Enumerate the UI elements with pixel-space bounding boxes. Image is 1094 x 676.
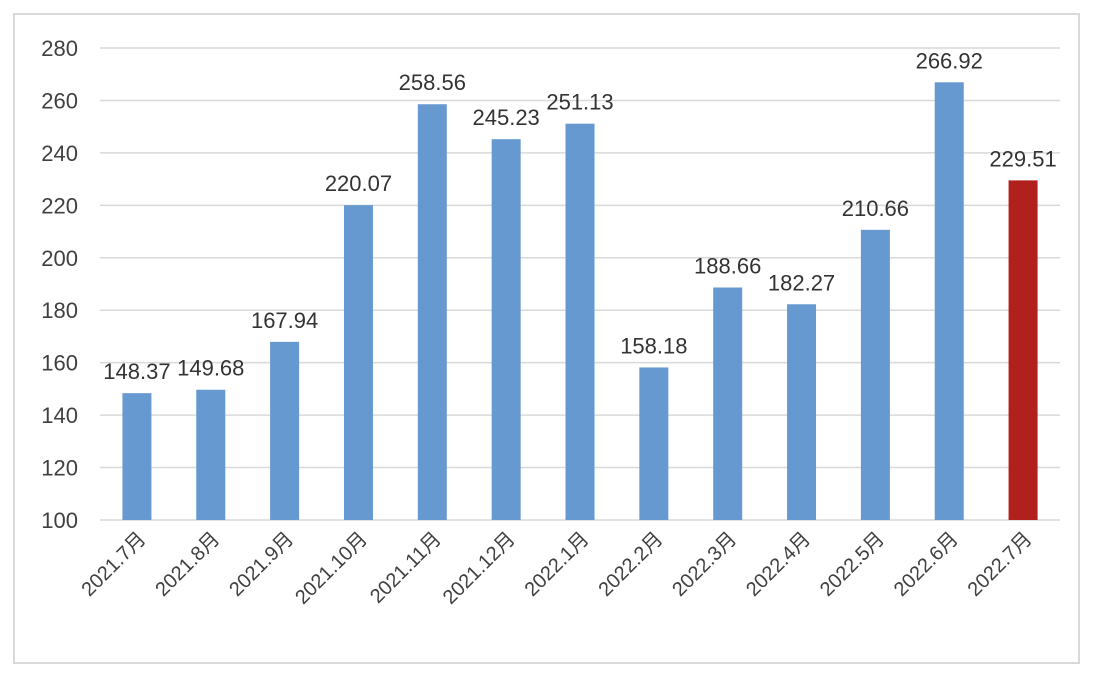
bar — [934, 82, 964, 520]
data-label: 149.68 — [177, 356, 244, 381]
chart-border — [13, 13, 1080, 664]
y-tick-label: 100 — [41, 508, 78, 533]
bar — [343, 205, 373, 520]
bar — [860, 229, 890, 520]
bar — [1008, 180, 1038, 520]
bar — [491, 139, 521, 520]
y-tick-label: 260 — [41, 88, 78, 113]
data-label: 245.23 — [473, 105, 540, 130]
data-label: 158.18 — [620, 333, 687, 358]
bar — [565, 123, 595, 520]
data-label: 258.56 — [399, 70, 466, 95]
bar — [639, 367, 669, 520]
bar — [122, 393, 152, 520]
data-label: 188.66 — [694, 254, 761, 279]
y-tick-label: 140 — [41, 403, 78, 428]
bar — [787, 304, 817, 520]
data-label: 229.51 — [989, 146, 1056, 171]
y-tick-label: 240 — [41, 141, 78, 166]
bar — [196, 389, 226, 520]
y-tick-label: 160 — [41, 351, 78, 376]
bar — [713, 287, 743, 520]
y-tick-label: 200 — [41, 246, 78, 271]
y-tick-label: 120 — [41, 456, 78, 481]
y-tick-label: 220 — [41, 193, 78, 218]
data-label: 210.66 — [842, 196, 909, 221]
bar — [270, 341, 300, 520]
y-tick-label: 180 — [41, 298, 78, 323]
data-label: 266.92 — [916, 48, 983, 73]
data-label: 251.13 — [546, 90, 613, 115]
y-tick-label: 280 — [41, 36, 78, 61]
data-label: 182.27 — [768, 270, 835, 295]
bar — [417, 104, 447, 520]
data-label: 148.37 — [103, 359, 170, 384]
data-label: 220.07 — [325, 171, 392, 196]
data-label: 167.94 — [251, 308, 318, 333]
